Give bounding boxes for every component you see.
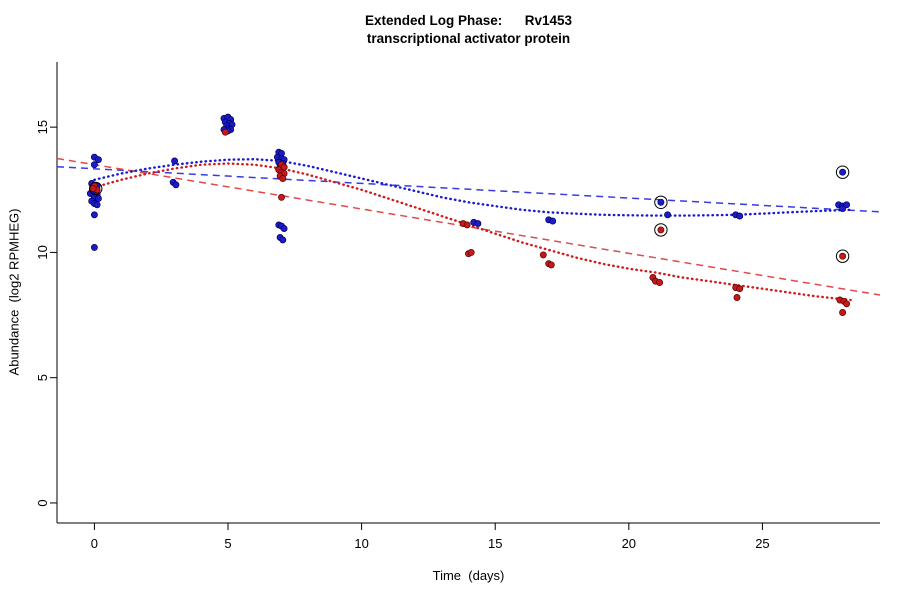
blue-replicates-point — [664, 211, 672, 219]
blue-replicates-point — [90, 211, 98, 219]
blue-replicates-point — [90, 243, 98, 251]
blue-replicates-point — [172, 181, 180, 189]
blue-linear-fit — [56, 165, 881, 213]
blue-replicates-point — [657, 198, 665, 206]
blue-loess-curve — [93, 157, 852, 217]
red-replicates-point — [839, 252, 847, 260]
x-tick-label: 15 — [488, 536, 502, 551]
y-tick-label: 0 — [35, 499, 50, 506]
blue-replicates-point — [171, 157, 179, 165]
red-replicates-point — [656, 279, 664, 286]
x-axis-label: Time (days) — [432, 568, 505, 583]
x-tick-label: 0 — [91, 536, 98, 551]
red-replicates-point — [657, 226, 665, 234]
blue-replicates-point — [90, 161, 98, 169]
blue-replicates-point — [93, 201, 101, 209]
x-tick-label: 10 — [354, 536, 368, 551]
red-replicates-point — [736, 285, 744, 293]
blue-replicates-point — [280, 225, 288, 233]
outlier-ring — [654, 195, 668, 210]
outlier-ring — [835, 249, 850, 263]
outlier-ring — [835, 165, 850, 179]
red-replicates-point — [547, 261, 555, 269]
chart-title: Extended Log Phase: Rv1453 — [364, 13, 573, 28]
x-tick-label: 20 — [622, 536, 636, 551]
blue-replicates-point — [474, 220, 482, 228]
x-tick-label: 25 — [755, 536, 769, 551]
red-replicates-point — [539, 251, 547, 259]
red-replicates-point — [463, 221, 471, 229]
blue-replicates-point — [549, 217, 557, 225]
y-tick-label: 5 — [35, 374, 50, 381]
blue-replicates-point — [839, 205, 847, 213]
red-replicates-point — [467, 248, 475, 256]
red-replicates-point — [221, 128, 229, 136]
outlier-ring — [89, 181, 103, 196]
outlier-ring — [654, 223, 668, 237]
y-tick-label: 15 — [35, 120, 50, 134]
blue-replicates-point — [94, 195, 102, 202]
y-tick-label: 10 — [35, 245, 50, 259]
blue-replicates-point — [94, 156, 102, 164]
red-replicates-point — [733, 294, 741, 301]
red-replicates-point — [278, 193, 285, 201]
red-replicates-point — [843, 300, 851, 308]
blue-replicates-point — [279, 236, 287, 244]
chart-subtitle: transcriptional activator protein — [366, 31, 571, 46]
red-loess-curve — [93, 162, 852, 302]
blue-replicates-point — [736, 212, 744, 220]
x-tick-label: 5 — [224, 536, 231, 551]
red-replicates-point — [839, 309, 847, 316]
red-replicates-point — [89, 185, 97, 192]
blue-replicates-point — [839, 168, 847, 176]
red-replicates-point — [279, 175, 287, 182]
